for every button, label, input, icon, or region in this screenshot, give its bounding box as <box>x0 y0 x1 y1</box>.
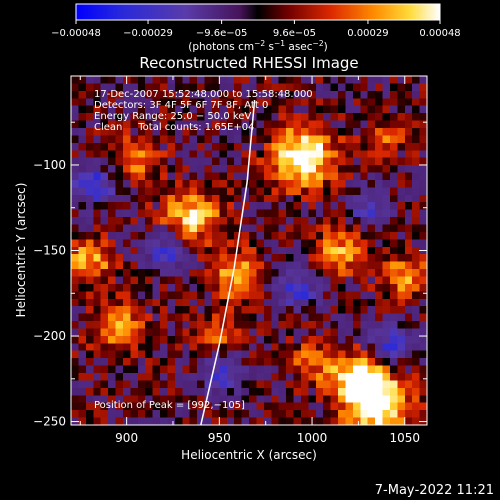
colorbar-tick-label: −0.00048 <box>51 28 101 39</box>
y-tick-label: −200 <box>33 329 66 343</box>
colorbar-tick-label: 0.00029 <box>347 28 388 39</box>
colorbar-tick-label: 0.00048 <box>419 28 460 39</box>
info-time-range: 17‐Dec‐2007 15:52:48.000 to 15:58:48.000 <box>94 89 313 100</box>
y-tick-label: −150 <box>33 244 66 258</box>
chart-title: Reconstructed RHESSI Image <box>139 54 358 72</box>
x-axis-label: Heliocentric X (arcsec) <box>181 448 317 462</box>
x-tick-label: 900 <box>115 431 138 445</box>
info-energy-range: Energy Range: 25.0 − 50.0 keV <box>94 111 251 122</box>
colorbar-tick-label: −0.00029 <box>123 28 173 39</box>
x-tick-label: 1050 <box>389 431 420 445</box>
colorbar: −0.00048 −0.00029 −9.6e−05 9.6e−05 0.00029 0.… <box>51 3 461 53</box>
solar-limb-line <box>200 99 256 425</box>
y-axis-label: Heliocentric Y (arcsec) <box>14 183 28 318</box>
info-block: 17‐Dec‐2007 15:52:48.000 to 15:58:48.000… <box>94 89 313 133</box>
y-tick-label: −100 <box>33 158 66 172</box>
timestamp: 7‐May‐2022 11:21 <box>375 483 494 498</box>
colorbar-tick-label: −9.6e−05 <box>196 28 248 39</box>
x-tick-label: 950 <box>208 431 231 445</box>
colorbar-gradient <box>76 4 440 20</box>
x-tick-label: 1000 <box>297 431 328 445</box>
colorbar-tick-label: 9.6e−05 <box>273 28 316 39</box>
heatmap-image <box>71 76 427 425</box>
peak-position-label: Position of Peak = [992,−105] <box>94 400 245 411</box>
colorbar-frame <box>75 3 441 21</box>
info-detectors: Detectors: 3F 4F 5F 6F 7F 8F, Att 0 <box>94 100 268 111</box>
colorbar-unit: (photons cm−2 s−1 asec−2) <box>188 39 327 53</box>
info-clean-counts: Clean Total counts: 1.65E+04 <box>94 122 254 133</box>
y-tick-label: −250 <box>33 415 66 429</box>
